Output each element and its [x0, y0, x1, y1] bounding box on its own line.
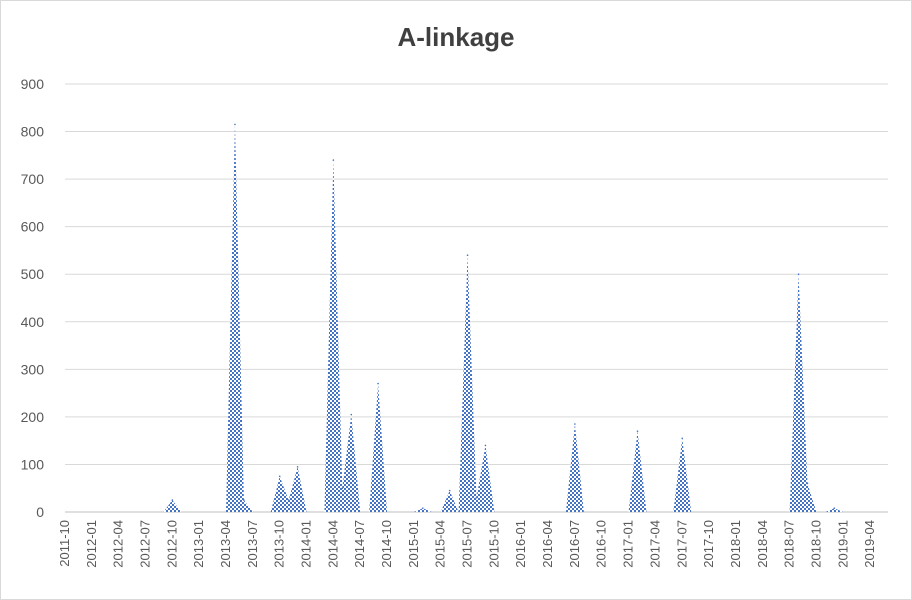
data-point [806, 482, 809, 485]
x-tick-label: 2014-04 [325, 520, 340, 568]
x-tick-label: 2014-01 [299, 520, 314, 568]
y-tick-label: 800 [21, 124, 45, 140]
data-point [350, 413, 353, 416]
x-tick-label: 2013-10 [272, 520, 287, 568]
x-tick-label: 2012-10 [164, 520, 179, 568]
chart-title: A-linkage [397, 22, 515, 52]
data-point [341, 487, 344, 490]
data-point [681, 437, 684, 440]
x-tick-label: 2017-01 [621, 520, 636, 568]
x-tick-label: 2017-04 [647, 520, 662, 568]
x-tick-label: 2015-07 [460, 520, 475, 568]
x-tick-label: 2014-10 [379, 520, 394, 568]
x-tick-label: 2012-01 [84, 520, 99, 568]
y-tick-label: 500 [21, 266, 45, 282]
series-area-fill [65, 124, 888, 513]
x-tick-label: 2017-07 [674, 520, 689, 568]
y-axis: 0 100 200 300 400 500 600 700 800 900 [21, 76, 45, 520]
data-point [234, 123, 236, 126]
y-tick-label: 600 [21, 219, 45, 235]
data-point [475, 496, 478, 499]
x-tick-label: 2018-01 [728, 520, 743, 568]
data-point [287, 499, 290, 501]
x-tick-label: 2016-10 [594, 520, 609, 568]
data-point [278, 475, 281, 478]
data-point [484, 444, 487, 447]
x-tick-label: 2014-07 [352, 520, 367, 568]
gridlines [65, 83, 888, 513]
x-tick-label: 2015-04 [433, 520, 448, 568]
x-tick-label: 2012-07 [138, 520, 153, 568]
data-point [243, 499, 245, 501]
x-tick-label: 2012-04 [111, 520, 126, 568]
x-tick-label: 2016-07 [567, 520, 582, 568]
data-point [171, 499, 174, 501]
y-tick-label: 400 [21, 314, 45, 330]
data-point [448, 489, 451, 492]
y-tick-label: 300 [21, 361, 45, 377]
x-tick-label: 2018-10 [808, 520, 823, 568]
x-tick-label: 2016-01 [513, 520, 528, 568]
data-point [332, 159, 335, 161]
data-point [574, 423, 576, 425]
data-point [422, 507, 424, 509]
data-point [833, 507, 836, 509]
y-tick-label: 0 [36, 504, 44, 520]
series-area [65, 123, 888, 513]
data-point [636, 430, 639, 432]
x-tick-label: 2019-04 [862, 520, 877, 568]
data-point [377, 382, 379, 385]
x-tick-label: 2018-04 [755, 520, 770, 568]
x-tick-label: 2013-04 [218, 520, 233, 568]
y-tick-label: 100 [21, 456, 45, 472]
data-point [296, 466, 299, 468]
x-tick-label: 2019-01 [835, 520, 850, 568]
y-tick-label: 900 [21, 76, 45, 92]
x-tick-label: 2015-10 [486, 520, 501, 568]
x-tick-label: 2016-04 [540, 520, 555, 568]
x-axis: 2011-10 2012-01 2012-04 2012-07 2012-10 2013-… [57, 520, 877, 568]
x-tick-label: 2013-07 [245, 520, 260, 568]
data-point [797, 273, 800, 276]
x-tick-label: 2011-10 [57, 520, 72, 567]
y-tick-label: 700 [21, 171, 45, 187]
x-tick-label: 2017-10 [701, 520, 716, 568]
data-point [466, 254, 469, 256]
x-tick-label: 2013-01 [191, 520, 206, 568]
x-tick-label: 2015-01 [406, 520, 421, 568]
x-tick-label: 2018-07 [782, 520, 797, 568]
y-tick-label: 200 [21, 409, 45, 425]
